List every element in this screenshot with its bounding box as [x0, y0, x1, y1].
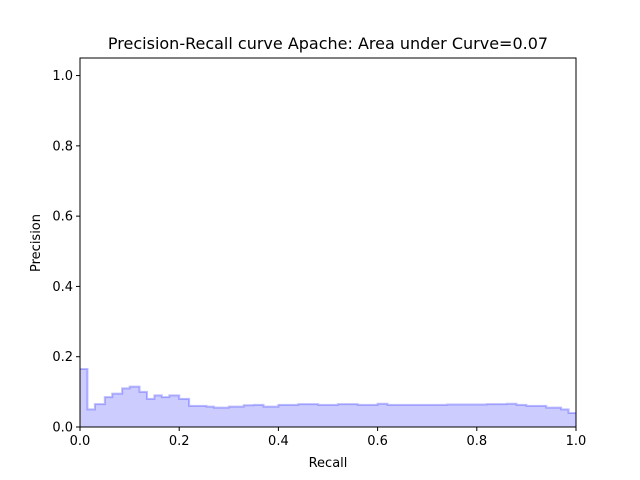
x-tick-label: 0.2	[169, 434, 190, 449]
x-tick-label: 0.6	[367, 434, 388, 449]
x-tick-label: 0.4	[268, 434, 289, 449]
y-tick-label: 0.2	[52, 350, 73, 365]
chart-title: Precision-Recall curve Apache: Area unde…	[108, 34, 548, 53]
x-axis: 0.0 0.2 0.4 0.6 0.8 1.0	[70, 427, 587, 449]
y-tick-label: 0.8	[52, 139, 73, 154]
x-tick-label: 0.8	[466, 434, 487, 449]
x-tick-label: 0.0	[70, 434, 91, 449]
y-axis: 0.0 0.2 0.4 0.6 0.8 1.0	[52, 69, 80, 436]
y-tick-label: 1.0	[52, 69, 73, 84]
y-tick-label: 0.4	[52, 280, 73, 295]
y-tick-label: 0.0	[52, 421, 73, 436]
y-tick-label: 0.6	[52, 210, 73, 225]
pr-step-line	[80, 368, 576, 414]
pr-area-fill	[80, 369, 576, 427]
x-tick-label: 1.0	[566, 434, 587, 449]
axes-frame	[79, 57, 577, 428]
x-axis-title: Recall	[309, 456, 348, 471]
y-axis-title: Precision	[29, 214, 44, 272]
plot-area	[80, 368, 576, 427]
